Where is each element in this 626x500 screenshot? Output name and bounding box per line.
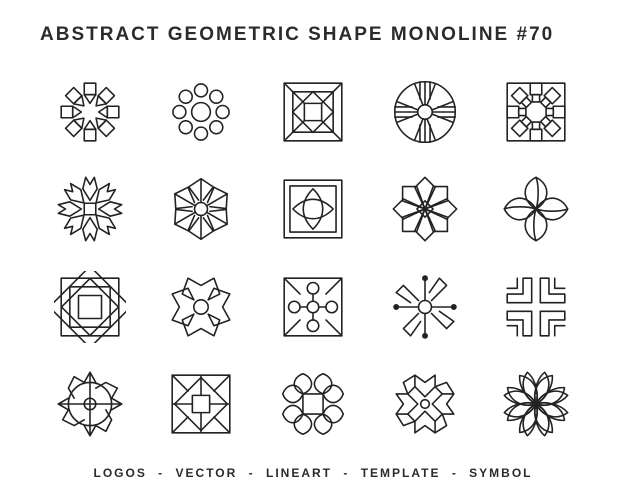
monoline-icon-12	[165, 271, 237, 343]
monoline-icon-08	[277, 173, 349, 245]
monoline-icon-09	[389, 173, 461, 245]
monoline-icon-13	[277, 271, 349, 343]
footer-item: VECTOR	[176, 466, 238, 480]
monoline-icon-01	[54, 76, 126, 148]
footer-separator: -	[343, 466, 349, 480]
footer-item: TEMPLATE	[361, 466, 441, 480]
footer-tags: LOGOS - VECTOR - LINEART - TEMPLATE - SY…	[40, 466, 586, 480]
monoline-icon-17	[165, 368, 237, 440]
monoline-icon-11	[54, 271, 126, 343]
monoline-icon-10	[500, 173, 572, 245]
monoline-icon-18	[277, 368, 349, 440]
monoline-icon-04	[389, 76, 461, 148]
footer-item: LOGOS	[93, 466, 146, 480]
footer-separator: -	[249, 466, 255, 480]
monoline-icon-07	[165, 173, 237, 245]
monoline-icon-03	[277, 76, 349, 148]
monoline-icon-06	[54, 173, 126, 245]
footer-separator: -	[452, 466, 458, 480]
monoline-icon-19	[389, 368, 461, 440]
monoline-icon-20	[500, 368, 572, 440]
footer-separator: -	[158, 466, 164, 480]
monoline-icon-16	[54, 368, 126, 440]
monoline-icon-05	[500, 76, 572, 148]
footer-item: LINEART	[266, 466, 332, 480]
monoline-icon-14	[389, 271, 461, 343]
monoline-icon-02	[165, 76, 237, 148]
footer-item: SYMBOL	[469, 466, 532, 480]
icon-grid	[40, 68, 586, 448]
monoline-icon-15	[500, 271, 572, 343]
page-title: ABSTRACT GEOMETRIC SHAPE MONOLINE #70	[40, 24, 586, 46]
